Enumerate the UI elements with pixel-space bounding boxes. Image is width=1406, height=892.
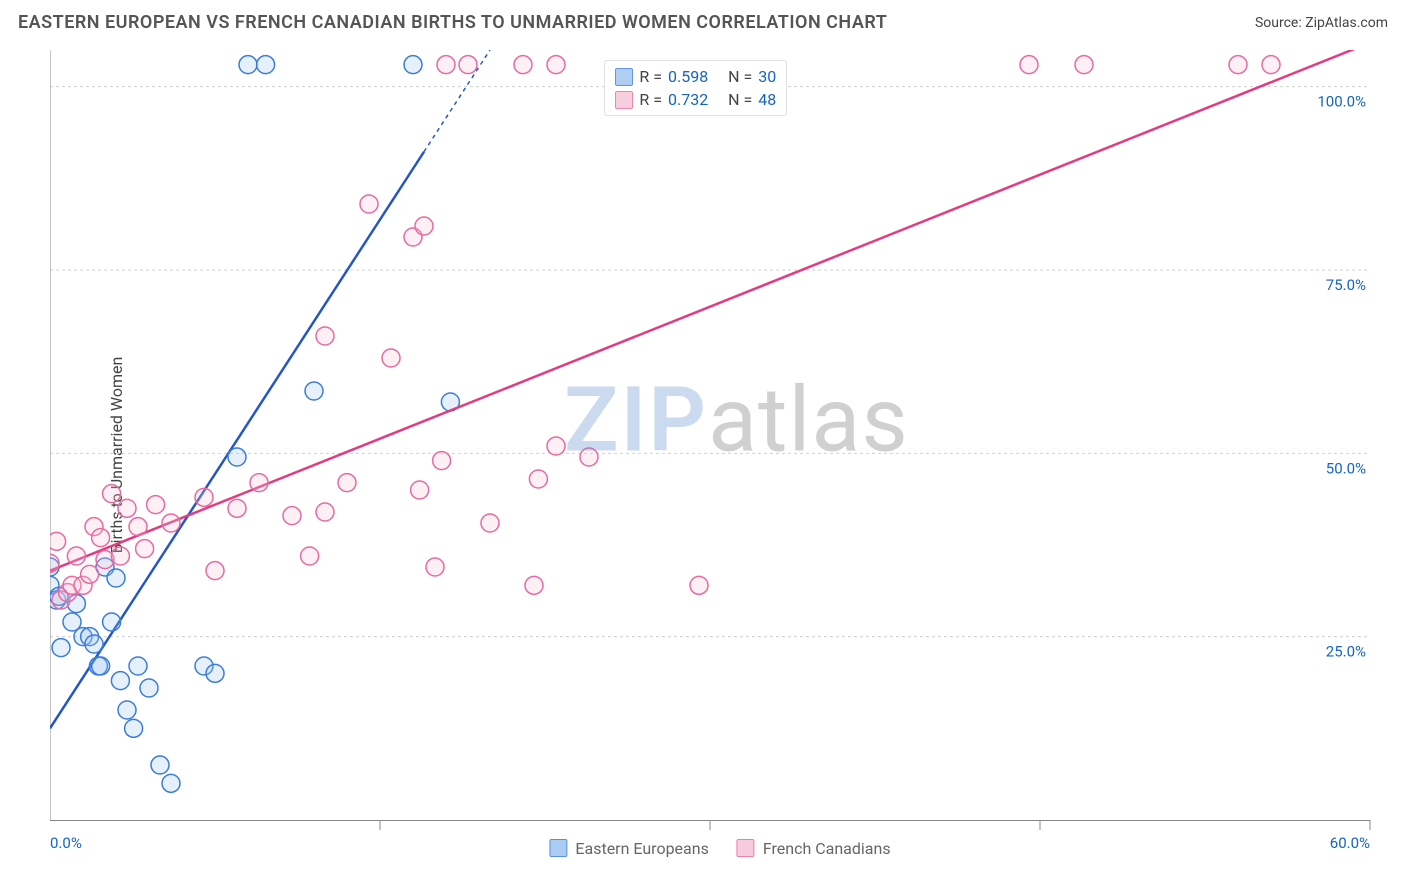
legend-r-value: 0.598 <box>668 67 708 86</box>
legend-swatch-icon <box>615 91 633 109</box>
legend-swatch-icon <box>737 839 755 857</box>
svg-text:50.0%: 50.0% <box>1326 459 1366 477</box>
legend-row-eastern: R = 0.598 N = 30 <box>615 65 776 88</box>
header: EASTERN EUROPEAN VS FRENCH CANADIAN BIRT… <box>0 0 1406 41</box>
svg-text:60.0%: 60.0% <box>1330 834 1370 852</box>
legend-row-french: R = 0.732 N = 48 <box>615 88 776 111</box>
svg-text:100.0%: 100.0% <box>1317 93 1366 111</box>
legend-swatch-icon <box>615 68 633 86</box>
svg-text:75.0%: 75.0% <box>1326 276 1366 294</box>
correlation-legend: R = 0.598 N = 30R = 0.732 N = 48 <box>604 60 787 116</box>
svg-text:25.0%: 25.0% <box>1326 643 1366 661</box>
chart-title: EASTERN EUROPEAN VS FRENCH CANADIAN BIRT… <box>18 12 887 33</box>
chart-area: Births to Unmarried Women 25.0%50.0%75.0… <box>50 50 1390 860</box>
legend-n-label: N = <box>728 67 752 86</box>
series-legend-label: French Canadians <box>763 839 891 858</box>
source-label: Source: ZipAtlas.com <box>1255 15 1388 31</box>
chart-container: EASTERN EUROPEAN VS FRENCH CANADIAN BIRT… <box>0 0 1406 892</box>
legend-n-label: N = <box>728 90 752 109</box>
legend-swatch-icon <box>549 839 567 857</box>
series-legend-item-eastern: Eastern Europeans <box>549 839 708 858</box>
legend-n-value: 48 <box>758 90 776 109</box>
series-legend-item-french: French Canadians <box>737 839 891 858</box>
svg-text:0.0%: 0.0% <box>50 834 82 852</box>
scatter-plot: 25.0% 50.0% 75.0% 100.0% 0.0% 60.0% <box>50 50 1390 860</box>
legend-n-value: 30 <box>758 67 776 86</box>
legend-r-label: R = <box>639 67 662 86</box>
legend-r-label: R = <box>639 90 662 109</box>
legend-r-value: 0.732 <box>668 90 708 109</box>
series-legend: Eastern Europeans French Canadians <box>549 839 890 858</box>
series-legend-label: Eastern Europeans <box>575 839 708 858</box>
